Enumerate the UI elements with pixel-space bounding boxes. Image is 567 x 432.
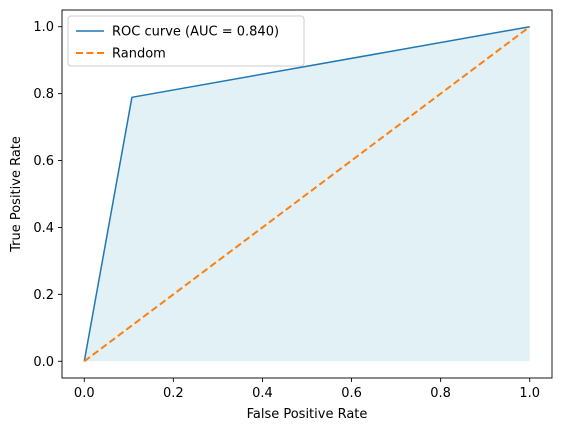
y-tick-label: 0.4 [33, 221, 54, 236]
y-tick-label: 0.6 [33, 154, 54, 169]
x-axis-label: False Positive Rate [247, 407, 368, 422]
legend-label-random: Random [112, 47, 166, 62]
y-axis-ticks: 0.0 0.2 0.4 0.6 0.8 1.0 [33, 20, 62, 370]
plot-frame [61, 9, 553, 379]
x-axis-ticks: 0.0 0.2 0.4 0.6 0.8 1.0 [74, 378, 540, 401]
y-tick-label: 0.8 [33, 87, 54, 102]
x-tick-label: 0.0 [74, 386, 95, 401]
legend: ROC curve (AUC = 0.840) Random [67, 15, 305, 67]
y-tick-label: 0.2 [33, 288, 54, 303]
y-axis-label: True Positive Rate [9, 136, 24, 253]
y-tick-label: 0.0 [33, 355, 54, 370]
series-layer [83, 25, 531, 363]
x-tick-label: 1.0 [519, 386, 540, 401]
x-tick-label: 0.2 [163, 386, 184, 401]
legend-box [67, 15, 305, 67]
x-tick-label: 0.8 [430, 386, 451, 401]
legend-label-roc: ROC curve (AUC = 0.840) [112, 25, 279, 40]
random-baseline-line [83, 25, 531, 363]
y-tick-label: 1.0 [33, 20, 54, 35]
x-tick-label: 0.4 [252, 386, 273, 401]
roc-curve-line [83, 25, 530, 362]
x-tick-label: 0.6 [341, 386, 362, 401]
